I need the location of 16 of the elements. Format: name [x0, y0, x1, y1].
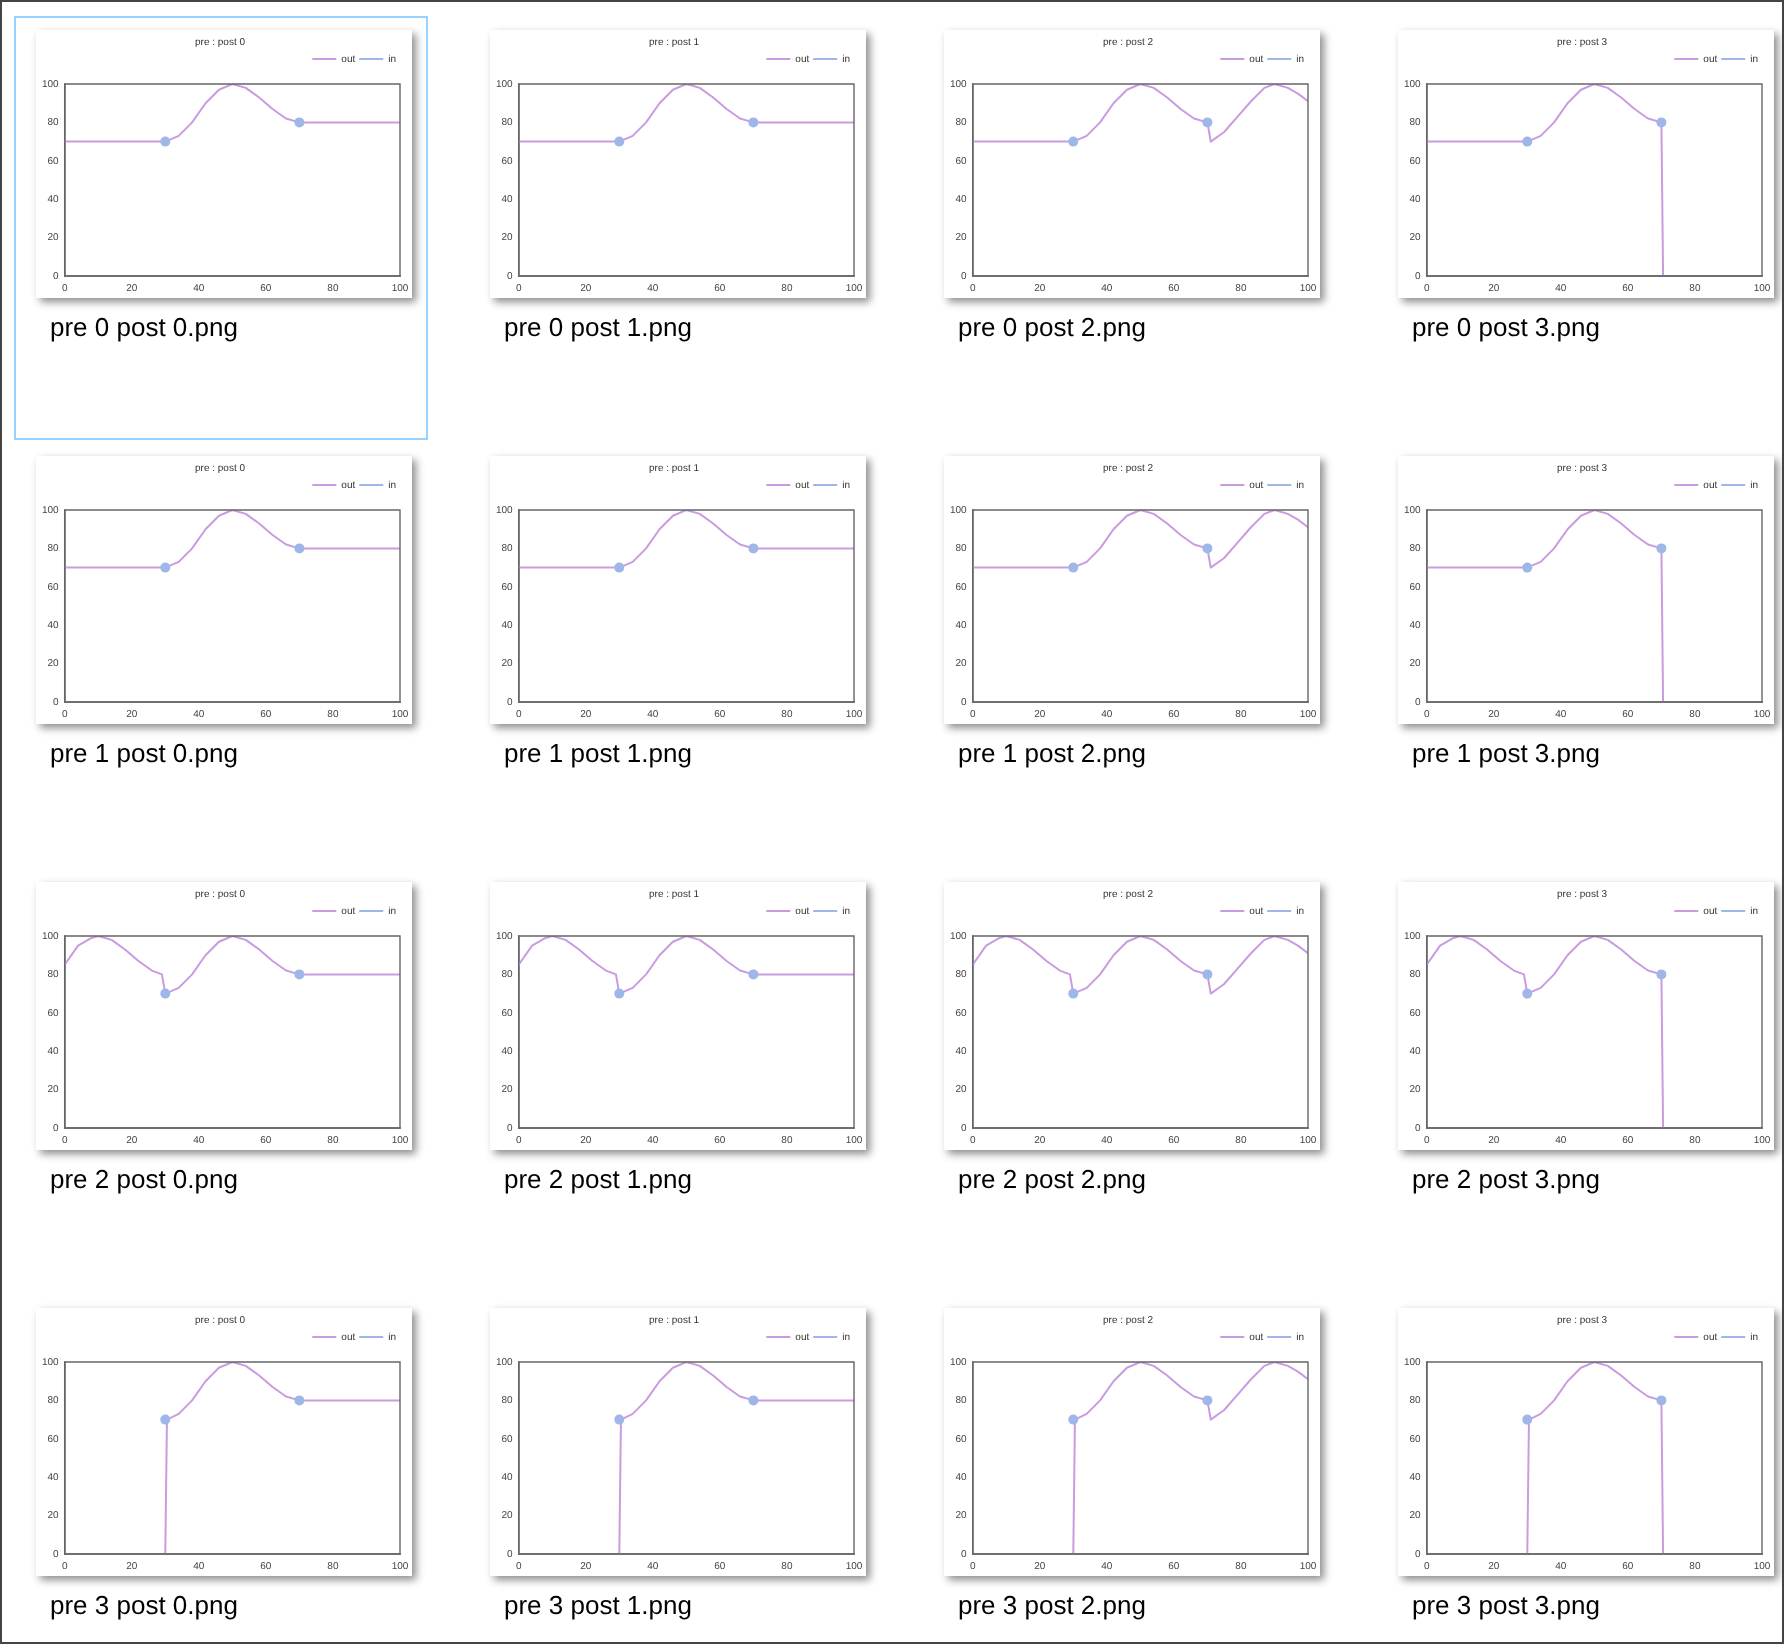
text: pre 0 post 0.png — [50, 312, 238, 342]
text: pre 3 post 0.png — [50, 1590, 238, 1620]
text: pre 1 post 1.png — [504, 738, 692, 768]
text: pre 2 post 2.png — [958, 1164, 1146, 1194]
text: pre 3 post 3.png — [1412, 1590, 1600, 1620]
text: pre 0 post 1.png — [504, 312, 692, 342]
text: pre 1 post 2.png — [958, 738, 1146, 768]
text: pre 2 post 3.png — [1412, 1164, 1600, 1194]
text: pre 0 post 3.png — [1412, 312, 1600, 342]
text: pre 1 post 3.png — [1412, 738, 1600, 768]
text: pre 0 post 2.png — [958, 312, 1146, 342]
text: pre 3 post 1.png — [504, 1590, 692, 1620]
text: pre 3 post 2.png — [958, 1590, 1146, 1620]
text: pre 1 post 0.png — [50, 738, 238, 768]
text: pre 2 post 0.png — [50, 1164, 238, 1194]
text: pre 2 post 1.png — [504, 1164, 692, 1194]
